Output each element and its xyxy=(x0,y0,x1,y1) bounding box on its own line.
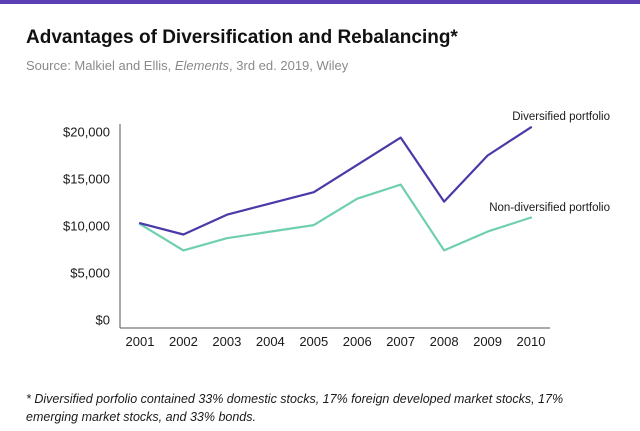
x-tick-label: 2001 xyxy=(126,334,155,349)
diversified-portfolio-line xyxy=(138,126,533,236)
x-tick-label: 2004 xyxy=(256,334,285,349)
y-tick-label: $20,000 xyxy=(63,125,110,140)
source-suffix: , 3rd ed. 2019, Wiley xyxy=(229,58,349,73)
chart-title: Advantages of Diversification and Rebala… xyxy=(26,27,458,48)
x-tick-label: 2002 xyxy=(169,334,198,349)
x-tick-label: 2005 xyxy=(299,334,328,349)
footnote: * Diversified porfolio contained 33% dom… xyxy=(26,392,564,424)
diversified-series-label: Diversified portfolio xyxy=(512,111,610,123)
source-book-title: Elements xyxy=(174,58,230,73)
source-citation: Source: Malkiel and Ellis, Elements, 3rd… xyxy=(26,58,348,73)
source-prefix: Source: Malkiel and Ellis, xyxy=(26,58,175,73)
y-tick-label: $10,000 xyxy=(63,219,110,234)
non-diversified-portfolio-line xyxy=(138,183,533,252)
x-tick-label: 2008 xyxy=(430,334,459,349)
accent-bar xyxy=(0,0,640,4)
y-tick-label: $5,000 xyxy=(70,266,110,281)
x-tick-label: 2009 xyxy=(473,334,502,349)
x-tick-label: 2010 xyxy=(517,334,546,349)
x-tick-label: 2007 xyxy=(386,334,415,349)
y-tick-label: $15,000 xyxy=(63,172,110,187)
non-diversified-series-label: Non-diversified portfolio xyxy=(489,202,610,214)
y-tick-label: $0 xyxy=(96,313,110,328)
x-tick-label: 2006 xyxy=(343,334,372,349)
x-tick-label: 2003 xyxy=(212,334,241,349)
